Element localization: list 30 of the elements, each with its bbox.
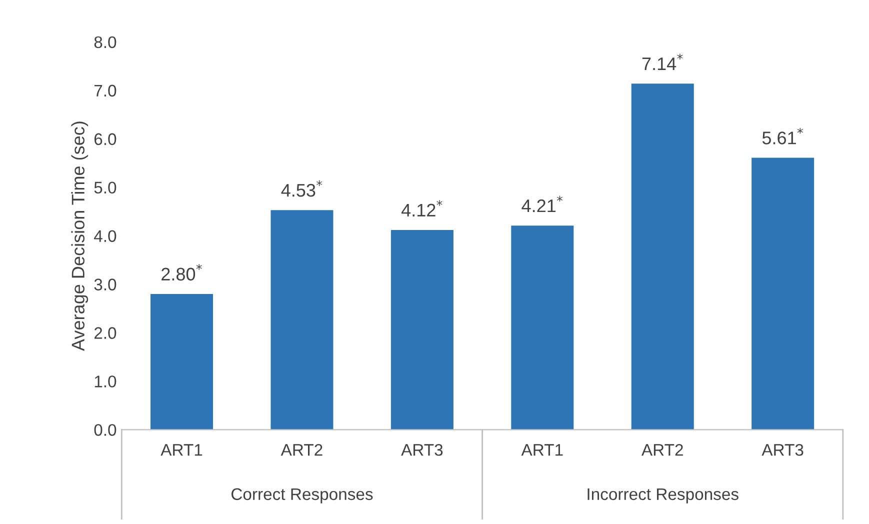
bar [511, 226, 574, 430]
data-label: 4.12$^{*}$ [401, 200, 442, 216]
x-tick-label: ART1 [160, 444, 202, 456]
data-label: 7.14$^{*}$ [642, 54, 683, 70]
y-tick-label: 6.0 [94, 133, 116, 146]
data-label: 2.80$^{*}$ [162, 264, 202, 281]
bar [631, 84, 694, 430]
x-tick-label: ART3 [762, 444, 804, 456]
y-tick-label: 5.0 [94, 182, 116, 194]
bar [270, 210, 334, 430]
y-tick-label: 4.0 [94, 230, 116, 242]
y-tick-label: 2.0 [94, 327, 116, 339]
bar [390, 230, 454, 430]
y-tick-label: 7.0 [94, 84, 116, 97]
y-axis-title: Average Decision Time (sec) [71, 122, 88, 351]
x-tick-label: ART2 [641, 444, 683, 456]
text: Incorrect Responses [588, 488, 738, 504]
data-label: 4.53$^{*}$ [281, 180, 322, 197]
y-tick-label: 8.0 [94, 36, 116, 48]
data-label: 5.61$^{*}$ [762, 128, 803, 144]
y-tick-label: 3.0 [94, 278, 116, 290]
bar [752, 158, 814, 430]
y-tick-label: 1.0 [94, 376, 116, 388]
x-tick-label: ART3 [401, 444, 443, 456]
y-tick-label: 0.0 [94, 424, 116, 436]
x-tick-label: ART1 [521, 444, 563, 456]
text: Correct Responses [232, 488, 373, 504]
bar [150, 294, 214, 430]
data-label: 4.21$^{*}$ [522, 196, 563, 212]
x-tick-label: ART2 [280, 444, 322, 456]
